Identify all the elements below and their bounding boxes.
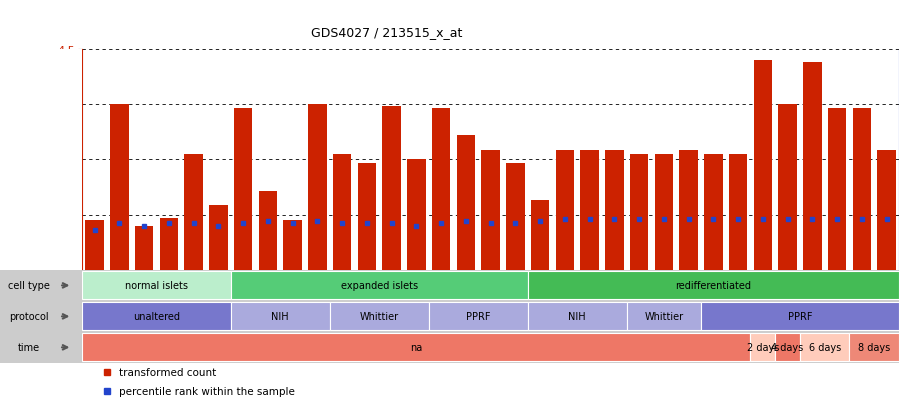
Bar xyxy=(654,154,673,270)
Bar xyxy=(159,219,178,270)
Bar xyxy=(432,109,450,270)
Bar xyxy=(110,105,129,270)
Bar xyxy=(630,154,648,270)
Bar xyxy=(231,303,330,330)
Text: 8 days: 8 days xyxy=(859,342,890,352)
Bar xyxy=(82,334,751,361)
Bar xyxy=(775,334,800,361)
Text: redifferentiated: redifferentiated xyxy=(675,281,752,291)
Bar xyxy=(680,151,698,270)
Bar xyxy=(800,334,850,361)
Bar xyxy=(283,221,302,270)
Text: cell type: cell type xyxy=(8,281,49,291)
Bar xyxy=(259,191,277,270)
Bar xyxy=(82,303,231,330)
Bar xyxy=(877,151,896,270)
Bar xyxy=(729,154,747,270)
Bar xyxy=(581,151,599,270)
Bar xyxy=(333,154,352,270)
Bar xyxy=(779,105,797,270)
Text: Whittier: Whittier xyxy=(360,312,399,322)
Bar xyxy=(506,164,525,270)
Bar xyxy=(429,303,528,330)
Bar xyxy=(530,200,549,270)
Text: PPRF: PPRF xyxy=(788,312,812,322)
Text: transformed count: transformed count xyxy=(119,367,216,377)
Bar xyxy=(330,303,429,330)
Bar xyxy=(701,303,899,330)
Bar xyxy=(850,334,899,361)
Bar xyxy=(528,272,899,299)
Text: 6 days: 6 days xyxy=(808,342,841,352)
Text: GDS4027 / 213515_x_at: GDS4027 / 213515_x_at xyxy=(311,26,462,39)
Text: protocol: protocol xyxy=(9,312,49,322)
Bar xyxy=(231,272,528,299)
Bar xyxy=(704,154,723,270)
Bar xyxy=(234,109,253,270)
Bar xyxy=(82,272,231,299)
Text: 2 days: 2 days xyxy=(747,342,779,352)
Bar xyxy=(85,221,103,270)
Bar xyxy=(209,206,227,270)
Text: unaltered: unaltered xyxy=(133,312,180,322)
Text: NIH: NIH xyxy=(568,312,586,322)
Bar xyxy=(852,109,871,270)
Bar xyxy=(528,303,627,330)
Text: normal islets: normal islets xyxy=(125,281,188,291)
Bar xyxy=(308,105,326,270)
Bar xyxy=(751,334,775,361)
Bar xyxy=(556,151,574,270)
Bar xyxy=(605,151,624,270)
Text: percentile rank within the sample: percentile rank within the sample xyxy=(119,387,295,396)
Text: na: na xyxy=(410,342,423,352)
Text: Whittier: Whittier xyxy=(645,312,683,322)
Bar xyxy=(135,226,154,270)
Bar xyxy=(753,61,772,270)
Bar xyxy=(358,164,376,270)
Text: 4 days: 4 days xyxy=(771,342,804,352)
Bar xyxy=(457,136,475,270)
Text: PPRF: PPRF xyxy=(466,312,491,322)
Bar xyxy=(481,151,500,270)
Bar xyxy=(627,303,701,330)
Text: expanded islets: expanded islets xyxy=(341,281,418,291)
Bar xyxy=(828,109,846,270)
Bar xyxy=(803,62,822,270)
Bar xyxy=(184,154,203,270)
Text: NIH: NIH xyxy=(271,312,289,322)
Text: time: time xyxy=(18,342,40,352)
Bar xyxy=(407,160,425,270)
Bar xyxy=(382,107,401,270)
